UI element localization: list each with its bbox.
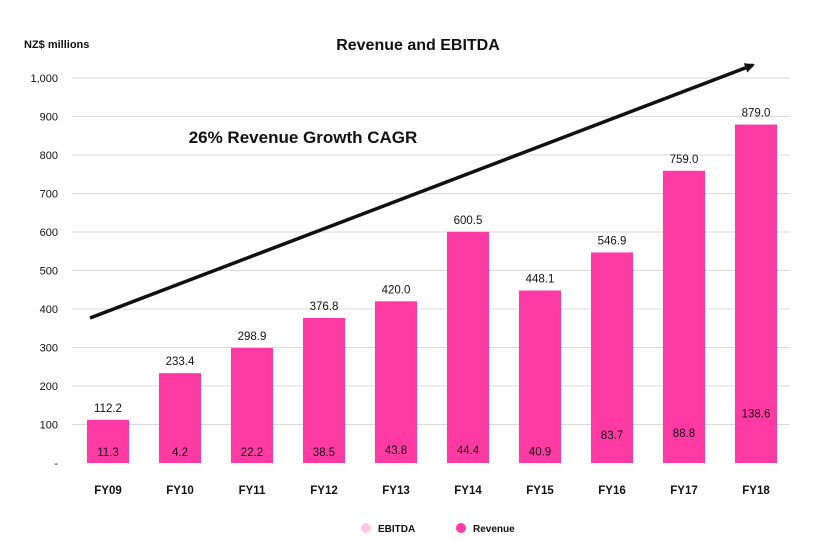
- ebitda-value-label: 11.3: [97, 447, 119, 459]
- ebitda-value-label: 40.9: [529, 446, 551, 458]
- x-tick-label: FY15: [526, 485, 554, 497]
- ebitda-value-label: 22.2: [241, 447, 263, 459]
- chart-title: Revenue and EBITDA: [336, 37, 500, 54]
- y-tick-label: 700: [40, 189, 58, 201]
- y-tick-label: 100: [40, 420, 58, 432]
- cagr-annotation: 26% Revenue Growth CAGR: [189, 128, 418, 147]
- revenue-bar: [519, 290, 561, 463]
- x-tick-label: FY14: [454, 485, 482, 497]
- legend-marker-ebitda: [361, 523, 371, 533]
- revenue-bar: [375, 301, 417, 463]
- ebitda-value-label: 88.8: [673, 428, 695, 440]
- y-tick-label: 600: [40, 227, 58, 239]
- revenue-value-label: 759.0: [670, 154, 699, 166]
- y-tick-label: -: [54, 458, 58, 470]
- data-labels: 112.2 11.3 233.4 4.2 298.9 22.2 376.8 38.5 420.0…: [94, 108, 770, 459]
- ebitda-value-label: 38.5: [313, 447, 335, 459]
- y-tick-label: 300: [40, 343, 58, 355]
- y-axis: - 100 200 300 400 500 600 700 800 900 1,000: [30, 73, 58, 470]
- revenue-bar: [447, 231, 489, 463]
- x-tick-label: FY18: [742, 485, 770, 497]
- legend: EBITDA Revenue: [361, 523, 515, 535]
- ebitda-value-label: 44.4: [457, 445, 480, 457]
- y-tick-label: 400: [40, 304, 58, 316]
- y-tick-label: 900: [40, 112, 58, 124]
- y-tick-label: 500: [40, 266, 58, 278]
- revenue-bar: [87, 419, 129, 463]
- revenue-value-label: 448.1: [526, 273, 555, 285]
- x-tick-label: FY10: [166, 485, 194, 497]
- revenue-value-label: 298.9: [238, 331, 267, 343]
- unit-label: NZ$ millions: [24, 39, 89, 51]
- y-tick-label: 800: [40, 150, 58, 162]
- revenue-bars: [87, 124, 777, 464]
- x-axis: FY09 FY10 FY11 FY12 FY13 FY14 FY15 FY16 FY17 FY18: [94, 485, 770, 497]
- y-tick-label: 200: [40, 381, 58, 393]
- revenue-value-label: 546.9: [598, 235, 627, 247]
- revenue-bar: [303, 317, 345, 463]
- revenue-value-label: 112.2: [94, 403, 122, 415]
- x-tick-label: FY09: [94, 485, 122, 497]
- revenue-bar: [591, 252, 633, 463]
- x-tick-label: FY13: [382, 485, 410, 497]
- x-tick-label: FY17: [670, 485, 698, 497]
- revenue-value-label: 879.0: [742, 108, 771, 120]
- ebitda-value-label: 138.6: [742, 409, 771, 421]
- legend-label-revenue: Revenue: [473, 524, 515, 535]
- ebitda-value-label: 43.8: [385, 445, 407, 457]
- x-tick-label: FY12: [310, 485, 338, 497]
- revenue-bar: [159, 373, 201, 463]
- x-tick-label: FY16: [598, 485, 626, 497]
- growth-trend-arrow: [89, 63, 755, 320]
- revenue-value-label: 233.4: [166, 356, 195, 368]
- ebitda-value-label: 4.2: [172, 447, 188, 459]
- ebitda-value-label: 83.7: [601, 430, 623, 442]
- x-tick-label: FY11: [239, 485, 266, 497]
- revenue-value-label: 376.8: [310, 301, 339, 313]
- revenue-bar: [663, 170, 705, 463]
- legend-label-ebitda: EBITDA: [378, 524, 415, 535]
- revenue-value-label: 420.0: [382, 284, 411, 296]
- revenue-bar: [231, 347, 273, 463]
- legend-marker-revenue: [456, 523, 466, 533]
- revenue-value-label: 600.5: [454, 215, 483, 227]
- y-tick-label: 1,000: [30, 73, 58, 85]
- revenue-bar: [735, 124, 777, 464]
